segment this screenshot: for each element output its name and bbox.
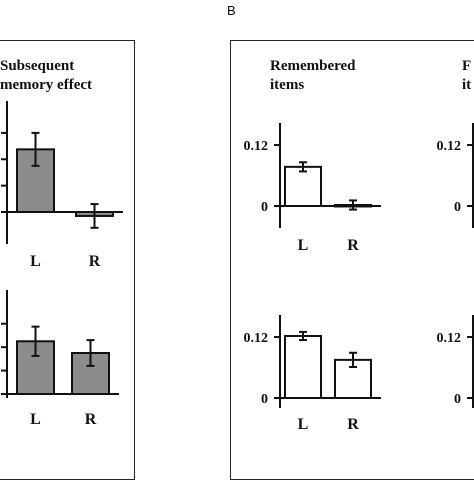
y-tick-label-remembered-bottom: 0.12: [244, 331, 269, 346]
y-tick-label-forgotten-top: 0.12: [437, 139, 462, 154]
heading-right-line1: F: [462, 58, 472, 74]
x-label-subsequent-memory-bottom-R: R: [85, 411, 97, 428]
x-label-subsequent-memory-top-R: R: [89, 253, 101, 270]
heading-remembered-items: Remembered items: [270, 57, 410, 95]
x-label-remembered-bottom-L: L: [298, 416, 309, 433]
heading-right-line2: it: [462, 77, 472, 93]
x-label-subsequent-memory-bottom-L: L: [30, 411, 41, 428]
heading-middle-line1: Remembered: [270, 58, 356, 74]
x-label-remembered-bottom-R: R: [347, 416, 359, 433]
y-tick-label-forgotten-top: 0: [454, 200, 461, 215]
x-label-remembered-top-L: L: [298, 237, 309, 254]
x-label-remembered-top-R: R: [347, 237, 359, 254]
heading-forgotten-items: F it: [462, 57, 474, 95]
heading-left-line2: memory effect: [0, 77, 93, 93]
y-tick-label-remembered-top: 0: [261, 200, 268, 215]
panel-b-label: B: [227, 3, 236, 18]
x-label-subsequent-memory-top-L: L: [30, 253, 41, 270]
y-tick-label-remembered-bottom: 0: [261, 392, 268, 407]
y-tick-label-forgotten-bottom: 0: [454, 392, 461, 407]
heading-middle-line2: items: [270, 77, 305, 93]
y-tick-label-forgotten-bottom: 0.12: [437, 331, 462, 346]
y-tick-label-remembered-top: 0.12: [244, 139, 269, 154]
heading-subsequent-memory: Subsequent memory effect: [0, 57, 136, 95]
heading-left-line1: Subsequent: [0, 58, 75, 74]
bar-remembered-top-L: [284, 165, 322, 208]
bar-remembered-bottom-L: [284, 334, 322, 400]
